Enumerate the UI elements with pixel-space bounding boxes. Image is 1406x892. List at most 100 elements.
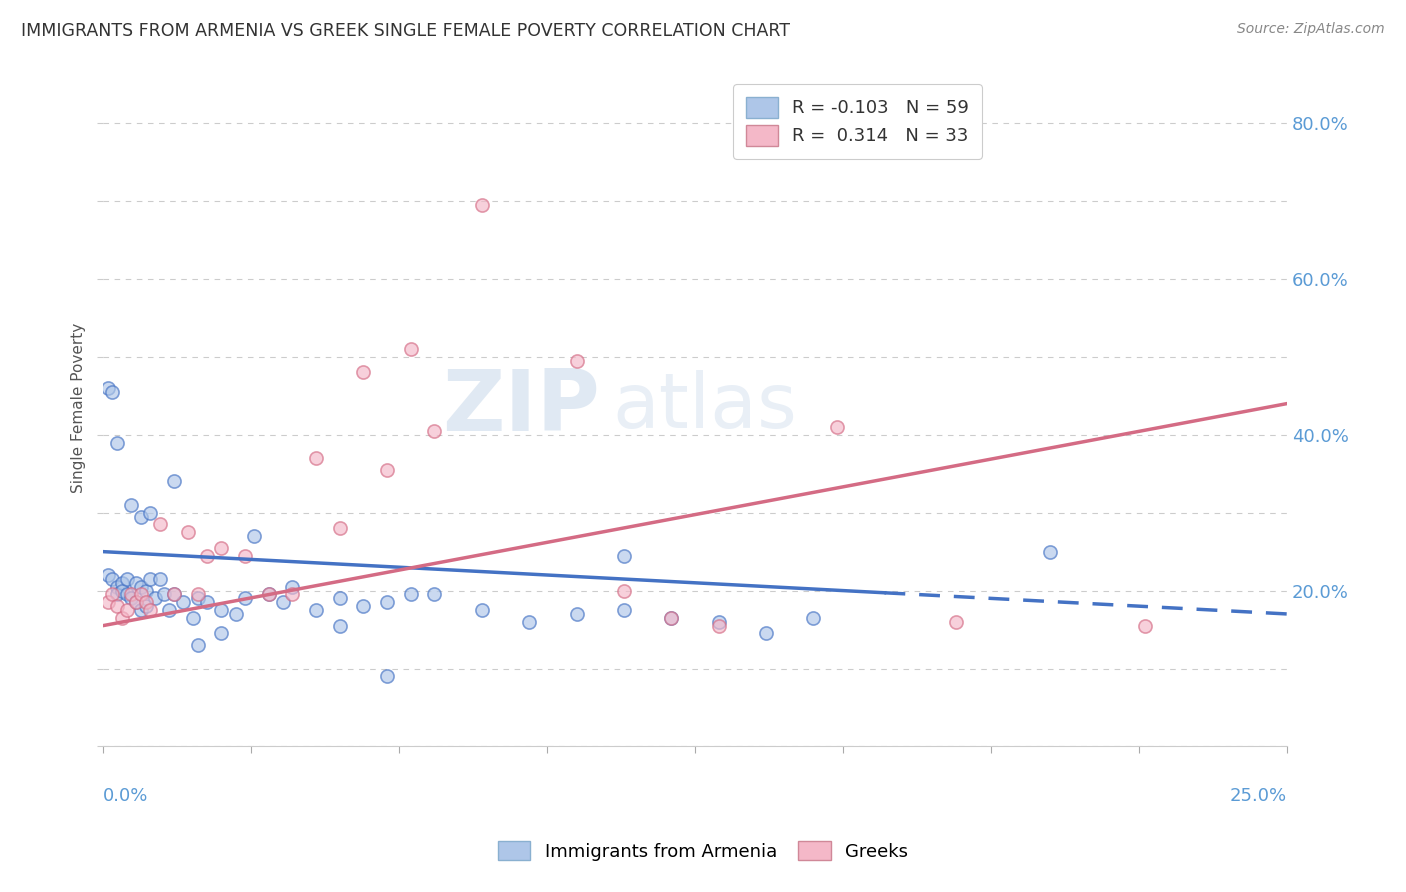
Legend: Immigrants from Armenia, Greeks: Immigrants from Armenia, Greeks — [488, 831, 918, 870]
Point — [115, 572, 138, 586]
Point — [399, 342, 422, 356]
Text: 25.0%: 25.0% — [1230, 787, 1286, 805]
Point — [125, 595, 148, 609]
Point — [243, 529, 266, 543]
Point — [195, 549, 218, 563]
Point — [755, 626, 778, 640]
Point — [187, 638, 209, 652]
Text: atlas: atlas — [612, 370, 797, 444]
Point — [517, 615, 540, 629]
Point — [125, 595, 148, 609]
Point — [1133, 618, 1156, 632]
Text: IMMIGRANTS FROM ARMENIA VS GREEK SINGLE FEMALE POVERTY CORRELATION CHART: IMMIGRANTS FROM ARMENIA VS GREEK SINGLE … — [21, 22, 790, 40]
Point — [257, 587, 280, 601]
Point — [945, 615, 967, 629]
Point — [115, 603, 138, 617]
Point — [329, 521, 352, 535]
Point — [423, 587, 446, 601]
Point — [209, 603, 232, 617]
Point — [139, 572, 162, 586]
Point — [825, 420, 848, 434]
Point — [399, 587, 422, 601]
Point — [375, 463, 398, 477]
Point — [233, 549, 256, 563]
Point — [135, 599, 157, 614]
Point — [209, 541, 232, 555]
Point — [305, 603, 328, 617]
Point — [129, 580, 152, 594]
Point — [111, 611, 134, 625]
Point — [129, 509, 152, 524]
Point — [375, 669, 398, 683]
Point — [120, 587, 142, 601]
Point — [281, 580, 304, 594]
Point — [129, 587, 152, 601]
Point — [157, 603, 180, 617]
Point — [329, 591, 352, 606]
Point — [233, 591, 256, 606]
Point — [135, 595, 157, 609]
Point — [149, 517, 172, 532]
Point — [120, 498, 142, 512]
Point — [803, 611, 825, 625]
Point — [149, 572, 172, 586]
Legend: R = -0.103   N = 59, R =  0.314   N = 33: R = -0.103 N = 59, R = 0.314 N = 33 — [733, 85, 981, 159]
Point — [97, 595, 120, 609]
Point — [659, 611, 682, 625]
Point — [225, 607, 247, 621]
Point — [120, 591, 142, 606]
Y-axis label: Single Female Poverty: Single Female Poverty — [72, 322, 86, 492]
Point — [97, 381, 120, 395]
Point — [187, 591, 209, 606]
Point — [172, 595, 194, 609]
Point — [139, 506, 162, 520]
Point — [105, 580, 128, 594]
Point — [565, 607, 588, 621]
Point — [105, 587, 128, 601]
Point — [139, 603, 162, 617]
Point — [471, 198, 494, 212]
Point — [613, 549, 636, 563]
Point — [352, 599, 374, 614]
Point — [471, 603, 494, 617]
Point — [659, 611, 682, 625]
Point — [135, 583, 157, 598]
Point — [187, 587, 209, 601]
Point — [163, 587, 186, 601]
Point — [707, 615, 730, 629]
Text: 0.0%: 0.0% — [103, 787, 148, 805]
Point — [101, 384, 124, 399]
Point — [181, 611, 204, 625]
Point — [163, 587, 186, 601]
Point — [105, 599, 128, 614]
Point — [153, 587, 176, 601]
Point — [375, 595, 398, 609]
Point — [125, 575, 148, 590]
Point — [177, 525, 200, 540]
Point — [423, 424, 446, 438]
Point — [115, 587, 138, 601]
Point — [271, 595, 294, 609]
Point — [129, 603, 152, 617]
Point — [613, 583, 636, 598]
Text: Source: ZipAtlas.com: Source: ZipAtlas.com — [1237, 22, 1385, 37]
Point — [613, 603, 636, 617]
Point — [111, 575, 134, 590]
Point — [195, 595, 218, 609]
Point — [1039, 544, 1062, 558]
Point — [101, 572, 124, 586]
Point — [101, 587, 124, 601]
Point — [257, 587, 280, 601]
Point — [111, 583, 134, 598]
Point — [352, 366, 374, 380]
Point — [281, 587, 304, 601]
Point — [97, 568, 120, 582]
Point — [163, 475, 186, 489]
Point — [707, 618, 730, 632]
Point — [209, 626, 232, 640]
Point — [565, 353, 588, 368]
Point — [329, 618, 352, 632]
Point — [105, 435, 128, 450]
Point — [305, 451, 328, 466]
Text: ZIP: ZIP — [443, 366, 600, 449]
